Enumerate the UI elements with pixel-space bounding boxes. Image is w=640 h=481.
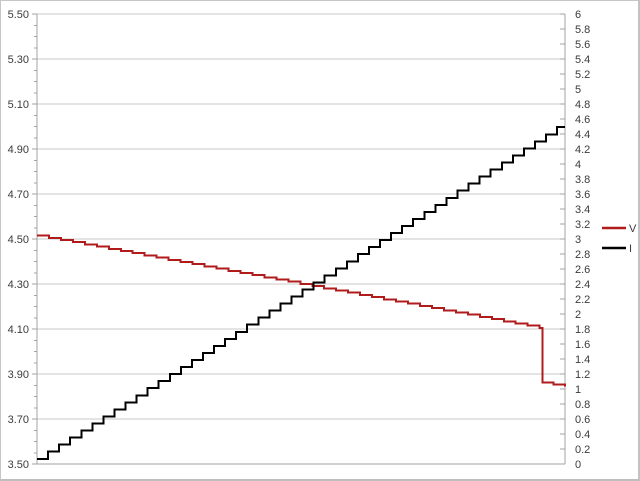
i-series-line xyxy=(37,126,565,460)
right-axis-tick-label: 3.4 xyxy=(575,204,590,216)
right-axis-tick-label: 2.6 xyxy=(575,264,590,276)
left-axis-tick-label: 5.50 xyxy=(8,9,29,21)
left-axis-tick-label: 4.10 xyxy=(8,324,29,336)
right-axis-tick-label: 0 xyxy=(575,459,581,471)
left-axis-tick-label: 4.90 xyxy=(8,144,29,156)
left-axis-tick-label: 3.70 xyxy=(8,414,29,426)
right-axis-tick-label: 6 xyxy=(575,9,581,21)
legend-label-v: V xyxy=(629,223,637,235)
right-axis-tick-label: 3.6 xyxy=(575,189,590,201)
right-axis-tick-label: 1 xyxy=(575,384,581,396)
right-axis-tick-label: 1.6 xyxy=(575,339,590,351)
right-axis-tick-label: 3 xyxy=(575,234,581,246)
right-axis-tick-label: 3.8 xyxy=(575,174,590,186)
right-axis-tick-label: 0.6 xyxy=(575,414,590,426)
right-axis-tick-label: 4.6 xyxy=(575,114,590,126)
right-axis-tick-label: 1.4 xyxy=(575,354,590,366)
left-axis-tick-label: 4.70 xyxy=(8,189,29,201)
right-axis-tick-label: 5 xyxy=(575,84,581,96)
right-axis-tick-label: 2.8 xyxy=(575,249,590,261)
right-axis-tick-label: 1.8 xyxy=(575,324,590,336)
right-axis-tick-label: 0.4 xyxy=(575,429,590,441)
right-axis-tick-label: 4 xyxy=(575,159,581,171)
left-axis-tick-label: 3.50 xyxy=(8,459,29,471)
right-axis-tick-label: 0.8 xyxy=(575,399,590,411)
left-axis-tick-label: 5.30 xyxy=(8,54,29,66)
right-axis-tick-label: 5.8 xyxy=(575,24,590,36)
right-axis-tick-label: 4.2 xyxy=(575,144,590,156)
legend-label-i: I xyxy=(629,243,632,255)
left-axis-tick-label: 4.30 xyxy=(8,279,29,291)
right-axis-tick-label: 4.8 xyxy=(575,99,590,111)
left-axis-tick-label: 4.50 xyxy=(8,234,29,246)
right-axis-tick-label: 5.2 xyxy=(575,69,590,81)
right-axis-tick-label: 5.4 xyxy=(575,54,590,66)
right-axis-tick-label: 2.2 xyxy=(575,294,590,306)
right-axis-tick-label: 0.2 xyxy=(575,444,590,456)
right-axis-tick-label: 4.4 xyxy=(575,129,590,141)
right-axis-tick-label: 2.4 xyxy=(575,279,590,291)
left-axis-tick-label: 3.90 xyxy=(8,369,29,381)
right-axis-tick-label: 3.2 xyxy=(575,219,590,231)
right-axis-tick-label: 2 xyxy=(575,309,581,321)
v-series-line xyxy=(37,234,566,387)
right-axis-tick-label: 1.2 xyxy=(575,369,590,381)
left-axis-tick-label: 5.10 xyxy=(8,99,29,111)
right-axis-tick-label: 5.6 xyxy=(575,39,590,51)
